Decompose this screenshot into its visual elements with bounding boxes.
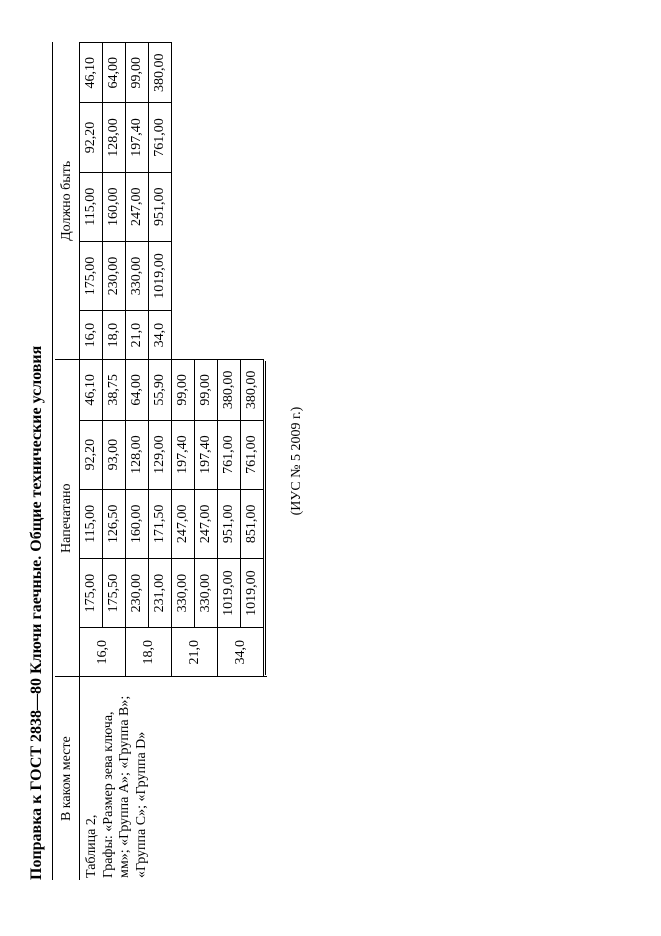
printed-val: 175,00 (80, 558, 103, 627)
printed-val: 99,00 (172, 360, 195, 420)
printed-val: 761,00 (241, 420, 264, 489)
printed-val: 330,00 (172, 558, 195, 627)
printed-key: 18,0 (126, 628, 172, 677)
printed-val: 761,00 (218, 420, 241, 489)
printed-key: 16,0 (80, 628, 126, 677)
printed-val: 99,00 (195, 360, 218, 420)
printed-key: 34,0 (218, 628, 264, 677)
printed-val: 380,00 (241, 360, 264, 420)
footer-citation: (ИУС № 5 2009 г.) (289, 42, 305, 880)
shouldbe-key: 16,0 (80, 311, 103, 360)
shouldbe-val: 175,00 (80, 241, 103, 310)
printed-val: 851,00 (241, 489, 264, 558)
printed-val: 247,00 (195, 489, 218, 558)
printed-val: 126,50 (103, 489, 126, 558)
printed-val: 247,00 (172, 489, 195, 558)
printed-val: 115,00 (80, 489, 103, 558)
printed-val: 330,00 (195, 558, 218, 627)
shouldbe-key: 21,0 (126, 311, 149, 360)
correction-table: В каком месте Напечатано Должно быть Таб… (55, 42, 267, 880)
shouldbe-key: 18,0 (103, 311, 126, 360)
table-row: Таблица 2, Графы: «Размер зева ключа, мм… (80, 43, 103, 881)
shouldbe-val: 160,00 (103, 172, 126, 241)
header-shouldbe: Должно быть (55, 43, 80, 360)
printed-val: 92,20 (80, 420, 103, 489)
shouldbe-val: 761,00 (149, 103, 172, 172)
shouldbe-val: 330,00 (126, 241, 149, 310)
printed-val: 46,10 (80, 360, 103, 420)
shouldbe-val: 1019,00 (149, 241, 172, 310)
shouldbe-key: 34,0 (149, 311, 172, 360)
printed-val: 93,00 (103, 420, 126, 489)
printed-val: 1019,00 (218, 558, 241, 627)
shouldbe-val: 128,00 (103, 103, 126, 172)
shouldbe-val: 230,00 (103, 241, 126, 310)
shouldbe-val: 92,20 (80, 103, 103, 172)
header-printed: Напечатано (55, 360, 80, 677)
printed-val: 231,00 (149, 558, 172, 627)
printed-val: 380,00 (218, 360, 241, 420)
printed-val: 197,40 (195, 420, 218, 489)
printed-key: 21,0 (172, 628, 218, 677)
printed-val: 951,00 (218, 489, 241, 558)
shouldbe-val: 380,00 (149, 43, 172, 103)
table-header-row: В каком месте Напечатано Должно быть (55, 43, 80, 881)
shouldbe-val: 951,00 (149, 172, 172, 241)
shouldbe-val: 197,40 (126, 103, 149, 172)
desc-line: Таблица 2, (84, 815, 99, 878)
printed-val: 64,00 (126, 360, 149, 420)
printed-val: 38,75 (103, 360, 126, 420)
place-description: Таблица 2, Графы: «Размер зева ключа, мм… (80, 677, 268, 880)
printed-val: 128,00 (126, 420, 149, 489)
shouldbe-val: 247,00 (126, 172, 149, 241)
top-rule (52, 42, 53, 880)
header-place: В каком месте (55, 677, 80, 880)
shouldbe-val: 46,10 (80, 43, 103, 103)
printed-val: 1019,00 (241, 558, 264, 627)
shouldbe-val: 99,00 (126, 43, 149, 103)
printed-val: 160,00 (126, 489, 149, 558)
printed-val: 129,00 (149, 420, 172, 489)
shouldbe-val: 64,00 (103, 43, 126, 103)
printed-val: 55,90 (149, 360, 172, 420)
printed-val: 175,50 (103, 558, 126, 627)
printed-val: 197,40 (172, 420, 195, 489)
printed-val: 230,00 (126, 558, 149, 627)
printed-val: 171,50 (149, 489, 172, 558)
desc-line: Графы: «Размер зева ключа, мм»; «Группа … (101, 696, 149, 878)
document-title: Поправка к ГОСТ 2838—80 Ключи гаечные. О… (28, 42, 46, 880)
shouldbe-val: 115,00 (80, 172, 103, 241)
